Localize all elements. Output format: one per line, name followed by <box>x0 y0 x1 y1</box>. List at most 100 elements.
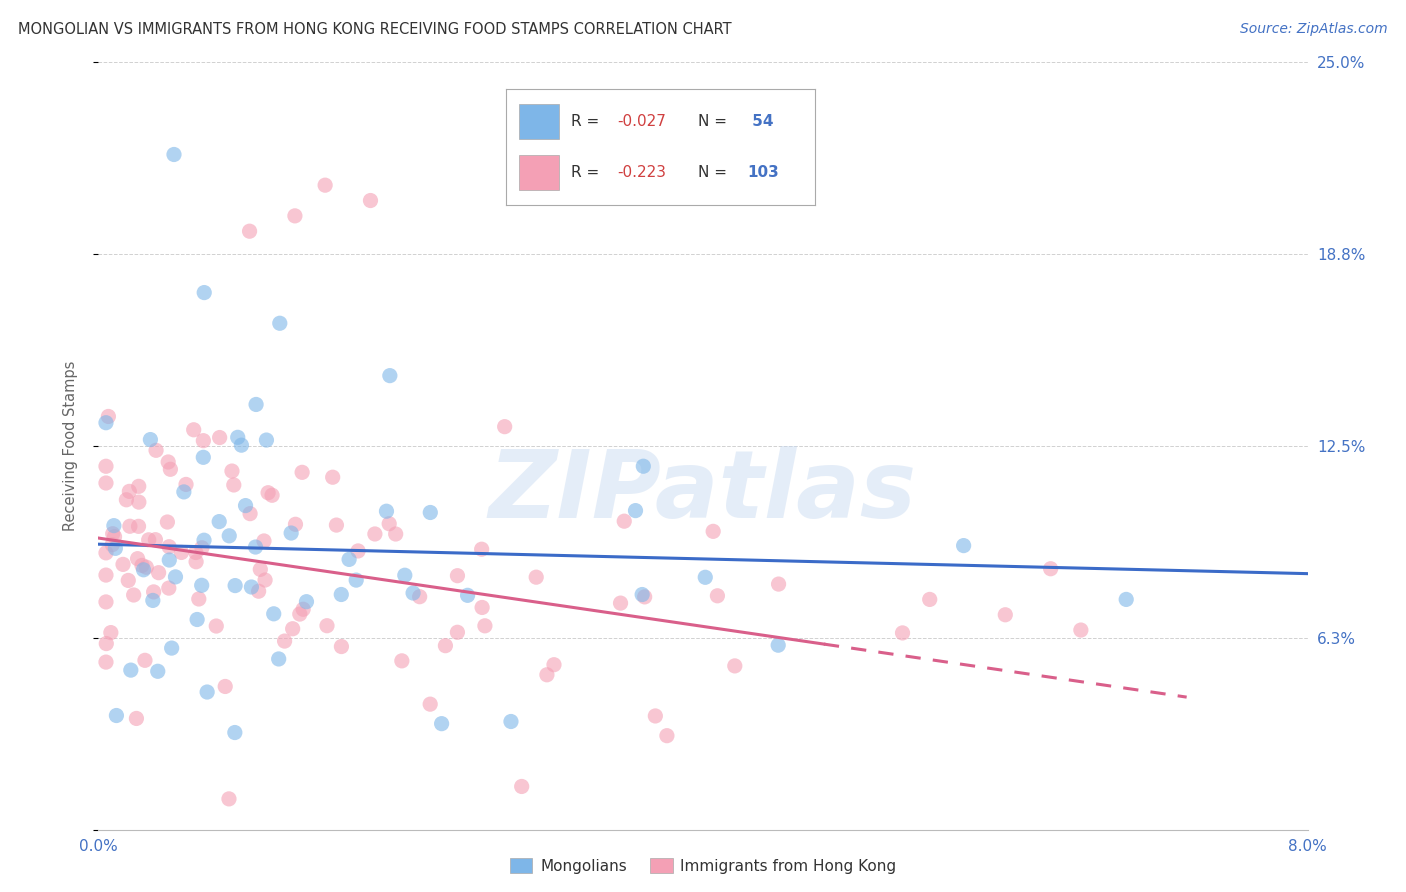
Point <box>174 477 197 491</box>
Point <box>316 618 339 632</box>
Point <box>249 562 271 576</box>
Point <box>231 438 253 452</box>
Point <box>375 504 398 518</box>
Text: R =: R = <box>571 113 605 128</box>
Point <box>139 433 162 447</box>
Legend: Mongolians, Immigrants from Hong Kong: Mongolians, Immigrants from Hong Kong <box>503 852 903 880</box>
Point <box>471 542 494 557</box>
Point <box>131 558 153 573</box>
Point <box>330 587 353 601</box>
Point <box>269 316 291 330</box>
Point <box>510 780 533 794</box>
Point <box>170 545 193 559</box>
Point <box>609 596 631 610</box>
Point <box>644 709 666 723</box>
Text: N =: N = <box>697 113 731 128</box>
Point <box>157 581 180 595</box>
Point <box>724 659 747 673</box>
Bar <box>519 104 558 139</box>
Point <box>111 558 134 572</box>
Point <box>142 593 165 607</box>
Point <box>434 639 457 653</box>
Point <box>360 194 382 208</box>
Point <box>148 566 170 580</box>
Point <box>222 478 245 492</box>
Point <box>766 638 789 652</box>
Point <box>394 568 416 582</box>
Point <box>239 224 262 238</box>
Point <box>918 592 941 607</box>
Point <box>1115 592 1137 607</box>
Point <box>193 434 215 448</box>
Point <box>208 515 231 529</box>
Point <box>138 533 160 547</box>
Point <box>142 585 165 599</box>
Point <box>634 590 657 604</box>
Point <box>101 526 124 541</box>
Point <box>253 533 276 548</box>
Point <box>195 685 218 699</box>
Point <box>457 588 479 602</box>
Point <box>702 524 724 539</box>
Point <box>631 588 654 602</box>
Bar <box>519 155 558 190</box>
Point <box>891 626 914 640</box>
Point <box>235 499 257 513</box>
Point <box>125 711 148 725</box>
Point <box>193 450 215 465</box>
Text: 54: 54 <box>748 113 773 128</box>
Text: 103: 103 <box>748 165 779 179</box>
Point <box>347 544 370 558</box>
Point <box>127 551 149 566</box>
Point <box>292 602 315 616</box>
Point <box>364 527 387 541</box>
Point <box>184 545 207 559</box>
Point <box>256 433 278 447</box>
Point <box>122 588 145 602</box>
Point <box>101 538 124 552</box>
Point <box>134 653 156 667</box>
Point <box>145 533 167 547</box>
Point <box>159 462 181 476</box>
Point <box>524 570 547 584</box>
Point <box>314 178 336 193</box>
Point <box>226 430 249 444</box>
Point <box>156 515 179 529</box>
Point <box>221 464 243 478</box>
Point <box>218 529 240 543</box>
Point <box>94 459 117 474</box>
Point <box>1070 623 1092 637</box>
Point <box>118 484 141 499</box>
Point <box>695 570 717 584</box>
Point <box>402 586 425 600</box>
Point <box>96 636 118 650</box>
Point <box>419 697 441 711</box>
Point <box>322 470 344 484</box>
Point <box>267 652 290 666</box>
Point <box>378 368 401 383</box>
Point <box>624 503 647 517</box>
Point <box>104 541 127 556</box>
Point <box>952 539 974 553</box>
Point <box>183 423 205 437</box>
Point <box>187 591 209 606</box>
Point <box>446 568 468 582</box>
Text: -0.027: -0.027 <box>617 113 666 128</box>
Point <box>145 443 167 458</box>
Point <box>344 573 367 587</box>
Text: N =: N = <box>697 165 731 179</box>
Point <box>543 657 565 672</box>
Point <box>295 595 318 609</box>
Point <box>128 495 150 509</box>
Point <box>284 517 307 532</box>
Point <box>262 488 284 502</box>
Point <box>384 527 406 541</box>
Point <box>117 574 139 588</box>
Point <box>471 600 494 615</box>
Y-axis label: Receiving Food Stamps: Receiving Food Stamps <box>63 360 77 532</box>
Point <box>128 519 150 533</box>
Text: Source: ZipAtlas.com: Source: ZipAtlas.com <box>1240 22 1388 37</box>
Point <box>190 578 212 592</box>
Point <box>408 590 430 604</box>
Point <box>430 716 453 731</box>
